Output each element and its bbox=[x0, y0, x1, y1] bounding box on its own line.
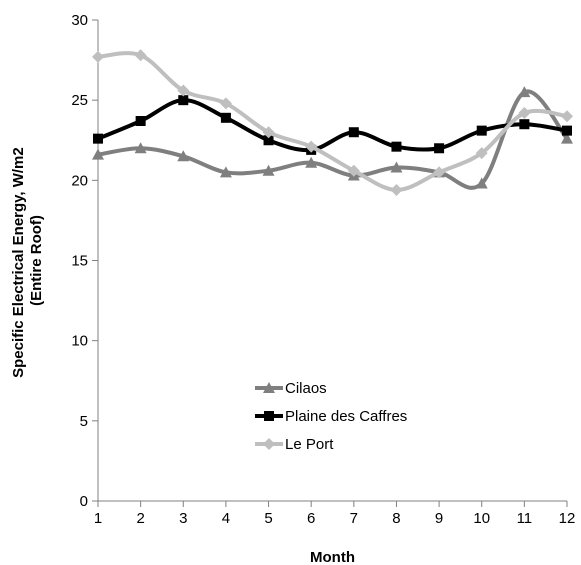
data-point-cilaos bbox=[219, 166, 232, 178]
y-tick-label: 30 bbox=[71, 12, 88, 29]
legend-label: Cilaos bbox=[285, 380, 327, 397]
legend: Cilaos Plaine des Caffres Le Port bbox=[255, 380, 407, 453]
legend-item-plaine-des-caffres: Plaine des Caffres bbox=[255, 408, 407, 425]
series-le-port bbox=[92, 49, 573, 196]
legend-item-le-port: Le Port bbox=[255, 436, 334, 453]
x-tick-label: 5 bbox=[264, 510, 272, 527]
data-point-cilaos bbox=[390, 161, 403, 173]
data-point-plaine-des-caffres bbox=[135, 116, 146, 127]
data-point-cilaos bbox=[305, 156, 318, 168]
data-point-le-port bbox=[561, 110, 573, 123]
x-tick-label: 10 bbox=[473, 510, 490, 527]
data-point-plaine-des-caffres bbox=[263, 135, 274, 146]
data-point-plaine-des-caffres bbox=[391, 141, 402, 152]
y-axis-title-line-2: (Entire Roof) bbox=[28, 215, 45, 306]
y-axis-ticks: 0 5 10 15 20 25 30 bbox=[71, 12, 98, 510]
data-point-plaine-des-caffres bbox=[434, 143, 445, 154]
data-point-le-port bbox=[219, 97, 232, 110]
data-point-le-port bbox=[92, 50, 104, 63]
data-point-cilaos bbox=[177, 150, 190, 162]
data-point-le-port bbox=[347, 164, 360, 177]
data-point-le-port bbox=[390, 183, 403, 196]
data-point-cilaos bbox=[475, 177, 488, 189]
legend-label: Le Port bbox=[285, 436, 334, 453]
x-tick-label: 2 bbox=[136, 510, 144, 527]
data-point-plaine-des-caffres bbox=[348, 127, 359, 138]
x-tick-label: 12 bbox=[559, 510, 576, 527]
data-point-plaine-des-caffres bbox=[476, 125, 487, 136]
data-point-le-port bbox=[305, 140, 318, 153]
y-tick-label: 15 bbox=[71, 253, 88, 270]
data-point-le-port bbox=[475, 147, 488, 160]
series-cilaos bbox=[92, 86, 573, 190]
x-tick-label: 7 bbox=[350, 510, 358, 527]
series-layer bbox=[92, 49, 573, 196]
y-tick-label: 10 bbox=[71, 333, 88, 350]
legend-label: Plaine des Caffres bbox=[285, 408, 407, 425]
y-axis-title-line-1: Specific Electrical Energy, W/m2 bbox=[10, 147, 27, 378]
y-tick-label: 5 bbox=[80, 413, 88, 430]
data-point-cilaos bbox=[92, 148, 104, 160]
x-axis-title: Month bbox=[310, 549, 355, 565]
data-point-plaine-des-caffres bbox=[93, 133, 103, 144]
x-tick-label: 8 bbox=[392, 510, 400, 527]
data-point-le-port bbox=[262, 126, 275, 139]
x-axis-ticks: 1 2 3 4 5 6 7 8 9 10 11 12 bbox=[94, 501, 576, 527]
data-point-plaine-des-caffres bbox=[220, 112, 231, 123]
legend-item-cilaos: Cilaos bbox=[255, 380, 327, 397]
y-tick-label: 0 bbox=[80, 493, 88, 510]
series-line-plaine-des-caffres bbox=[96, 98, 569, 153]
data-point-le-port bbox=[134, 49, 147, 62]
data-point-cilaos bbox=[561, 132, 573, 144]
x-tick-label: 6 bbox=[307, 510, 315, 527]
data-point-le-port bbox=[518, 106, 531, 119]
legend-swatch-marker bbox=[264, 411, 274, 421]
x-tick-label: 9 bbox=[435, 510, 443, 527]
data-point-le-port bbox=[177, 84, 190, 97]
x-tick-label: 1 bbox=[94, 510, 102, 527]
data-point-cilaos bbox=[518, 86, 531, 98]
x-tick-label: 11 bbox=[517, 510, 533, 527]
y-tick-label: 25 bbox=[71, 92, 88, 109]
y-tick-label: 20 bbox=[71, 172, 88, 189]
legend-swatch-marker bbox=[263, 382, 275, 393]
data-point-cilaos bbox=[262, 164, 275, 176]
legend-swatch-marker bbox=[263, 438, 275, 450]
x-tick-label: 3 bbox=[179, 510, 187, 527]
data-point-plaine-des-caffres bbox=[519, 119, 530, 130]
data-point-le-port bbox=[433, 166, 446, 179]
data-point-plaine-des-caffres bbox=[562, 125, 572, 136]
y-axis-title: Specific Electrical Energy, W/m2 (Entire… bbox=[10, 143, 45, 378]
x-tick-label: 4 bbox=[222, 510, 230, 527]
data-point-plaine-des-caffres bbox=[178, 95, 189, 106]
data-point-cilaos bbox=[134, 142, 147, 154]
